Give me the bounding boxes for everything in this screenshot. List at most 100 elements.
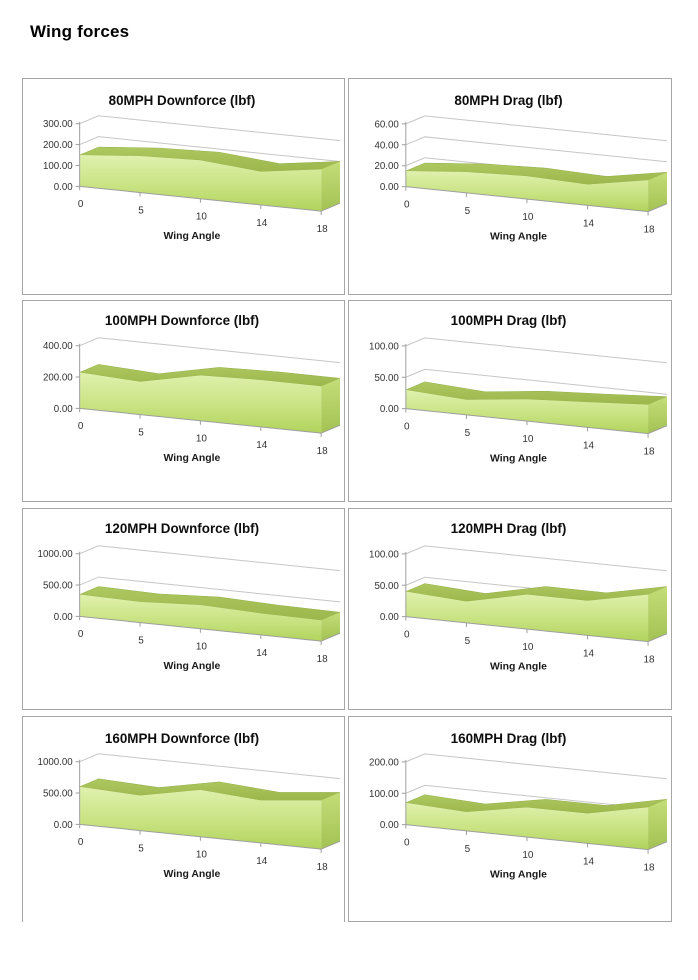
chart-title: 160MPH Downforce (lbf) [105,731,259,746]
svg-text:500.00: 500.00 [43,581,73,592]
chart-panel-80mph-downforce: 80MPH Downforce (lbf) 0.00 100.00 200.00 30… [22,78,345,295]
svg-text:0: 0 [78,837,84,848]
svg-text:0.00: 0.00 [380,404,400,415]
svg-text:14: 14 [583,440,595,451]
area-plot: 0.00 500.00 1000.00 0 5 10 14 18 Wing Angle [38,545,341,672]
svg-text:500.00: 500.00 [43,789,73,800]
svg-text:Wing Angle: Wing Angle [164,869,221,880]
svg-text:14: 14 [583,218,595,229]
svg-text:0.00: 0.00 [54,404,74,415]
svg-text:0.00: 0.00 [380,182,400,193]
svg-text:0: 0 [404,630,410,641]
chart-canvas: 120MPH Drag (lbf) 0.00 50.00 100.00 0 5 10 14 1… [369,521,668,672]
area-plot: 0.00 20.00 40.00 60.00 0 5 10 14 18 Wing Angle [374,115,668,242]
svg-text:Wing Angle: Wing Angle [490,869,547,880]
chart-canvas: 160MPH Downforce (lbf) 0.00 500.00 1000.00… [38,731,341,880]
svg-text:100.00: 100.00 [369,549,399,560]
svg-text:18: 18 [317,224,329,235]
svg-text:18: 18 [644,655,656,666]
chart-canvas: 120MPH Downforce (lbf) 0.00500.001000.00… [38,521,341,672]
svg-text:5: 5 [138,843,144,854]
svg-text:300.00: 300.00 [43,119,73,130]
svg-text:10: 10 [522,642,534,653]
chart-canvas: 80MPH Downforce (lbf) 0.00 100.00 200.00 30… [43,93,341,242]
svg-text:Wing Angle: Wing Angle [164,661,221,672]
svg-text:200.00: 200.00 [43,140,73,151]
svg-text:0: 0 [78,199,84,210]
svg-text:60.00: 60.00 [374,119,399,130]
svg-text:0: 0 [404,838,410,849]
svg-text:5: 5 [465,844,471,855]
svg-text:5: 5 [465,428,471,439]
svg-text:5: 5 [138,635,144,646]
svg-text:18: 18 [317,862,329,873]
chart-title: 120MPH Drag (lbf) [451,521,567,536]
area-plot: 0.00 50.00 100.00 0 5 10 14 18 Wing Angle [369,545,668,672]
chart-canvas: 100MPH Drag (lbf) 0.00 50.00 100.00 0 5 10 14 1… [369,313,668,464]
svg-text:100.00: 100.00 [43,161,73,172]
svg-text:0.00: 0.00 [54,182,74,193]
chart-title: 100MPH Drag (lbf) [451,313,567,328]
svg-text:Wing Angle: Wing Angle [490,231,547,242]
svg-text:100.00: 100.00 [369,789,399,800]
svg-text:100.00: 100.00 [369,341,399,352]
chart-panel-160mph-drag: 160MPH Drag (lbf) 0.00 100.00 200.00 0 5 10 14… [348,716,672,922]
chart-canvas: 80MPH Drag (lbf) 0.00 20.00 40.00 60.00 0 5 10… [374,93,668,242]
svg-text:5: 5 [465,636,471,647]
svg-text:10: 10 [522,212,534,223]
chart-title: 160MPH Drag (lbf) [451,731,567,746]
svg-text:0: 0 [78,629,84,640]
svg-text:400.00: 400.00 [43,341,73,352]
svg-text:10: 10 [196,642,208,653]
svg-text:0.00: 0.00 [380,820,400,831]
area-plot: 0.00 50.00 100.00 0 5 10 14 18 Wing Angle [369,337,668,464]
svg-text:5: 5 [138,205,144,216]
chart-title: 80MPH Downforce (lbf) [109,93,256,108]
svg-text:0.00: 0.00 [380,612,400,623]
svg-text:14: 14 [583,856,595,867]
chart-title: 120MPH Downforce (lbf) [105,521,259,536]
area-plot: 0.00 100.00 200.00 300.00 0 5 10 14 18 Wing Angle [43,115,341,242]
chart-panel-100mph-downforce: 100MPH Downforce (lbf) 0.00 200.00 400.00 0… [22,300,345,502]
chart-title: 80MPH Drag (lbf) [454,93,562,108]
svg-text:18: 18 [644,225,656,236]
svg-text:18: 18 [644,863,656,874]
chart-canvas: 100MPH Downforce (lbf) 0.00200.00400.000… [43,313,341,464]
svg-text:200.00: 200.00 [43,373,73,384]
svg-text:Wing Angle: Wing Angle [164,231,221,242]
svg-text:18: 18 [317,446,329,457]
svg-text:10: 10 [522,850,534,861]
svg-text:Wing Angle: Wing Angle [164,453,221,464]
svg-text:14: 14 [256,648,268,659]
svg-text:10: 10 [196,434,208,445]
svg-text:0: 0 [404,200,410,211]
chart-panel-80mph-drag: 80MPH Drag (lbf) 0.00 20.00 40.00 60.00 0 5 10… [348,78,672,295]
chart-panel-160mph-downforce: 160MPH Downforce (lbf) 0.00 500.00 1000.00… [22,716,345,922]
svg-text:1000.00: 1000.00 [38,757,74,768]
svg-text:40.00: 40.00 [374,140,399,151]
svg-text:14: 14 [256,856,268,867]
svg-text:14: 14 [256,218,268,229]
svg-text:50.00: 50.00 [374,581,399,592]
area-plot: 0.00 200.00 400.00 0 5 10 14 18 Wing Angle [43,337,341,464]
svg-text:18: 18 [644,447,656,458]
svg-text:200.00: 200.00 [369,757,399,768]
svg-text:14: 14 [583,648,595,659]
area-plot: 0.00 500.00 1000.00 0 5 10 14 18 Wing Angle [38,753,341,880]
svg-text:5: 5 [138,427,144,438]
area-plot: 0.00 100.00 200.00 0 5 10 14 18 Wing Angle [369,753,668,880]
chart-title: 100MPH Downforce (lbf) [105,313,259,328]
svg-text:20.00: 20.00 [374,161,399,172]
svg-text:0.00: 0.00 [54,820,74,831]
svg-text:Wing Angle: Wing Angle [490,453,547,464]
svg-text:5: 5 [465,206,471,217]
page-title: Wing forces [30,22,130,41]
chart-panel-120mph-drag: 120MPH Drag (lbf) 0.00 50.00 100.00 0 5 10 14 1… [348,508,672,710]
svg-text:0: 0 [78,421,84,432]
svg-text:0: 0 [404,422,410,433]
svg-text:18: 18 [317,654,329,665]
svg-text:0.00: 0.00 [54,612,74,623]
svg-text:14: 14 [256,440,268,451]
svg-text:10: 10 [522,434,534,445]
